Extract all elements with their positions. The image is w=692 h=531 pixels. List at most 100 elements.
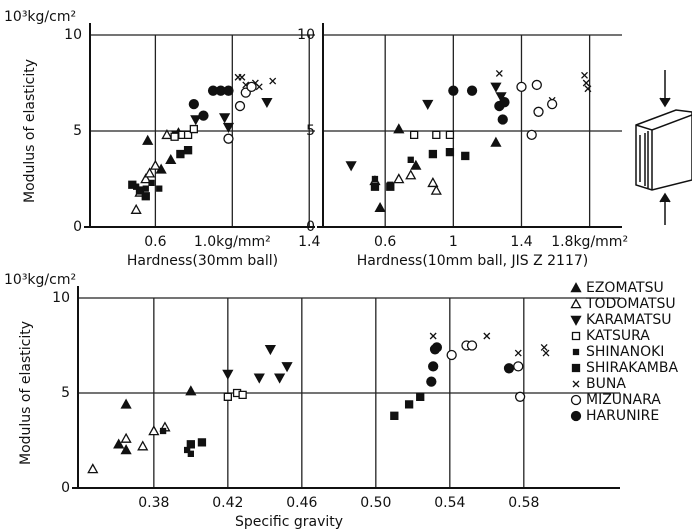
marker-x [581, 71, 588, 79]
marker-circle [499, 97, 510, 108]
marker-triangle-open [148, 425, 160, 436]
marker-square [428, 149, 438, 159]
marker-square-open [170, 132, 179, 141]
y-tick-label: 0 [73, 219, 82, 235]
legend-label: SHIRAKAMBA [586, 360, 678, 376]
marker-square-open [571, 331, 581, 341]
marker-triangle [570, 282, 582, 293]
marker-circle [570, 410, 582, 422]
marker-square [386, 182, 395, 191]
marker-circle-open [446, 349, 457, 361]
marker-square-open [238, 390, 247, 400]
legend-label: HARUNIRE [586, 408, 659, 424]
marker-triangle-open [120, 432, 132, 443]
marker-triangle [490, 136, 502, 147]
marker-circle-open [466, 340, 478, 351]
marker-square [141, 192, 150, 201]
x-axis-label: Hardness(10mm ball, JIS Z 2117) [357, 253, 588, 269]
marker-triangle-open [430, 184, 442, 195]
marker-triangle-down [190, 115, 202, 126]
marker-triangle [393, 123, 405, 134]
x-tick-label: 1.8kg/mm² [551, 234, 628, 250]
marker-x [514, 349, 522, 357]
legend-label: SHINANOKI [586, 344, 664, 360]
marker-circle [448, 85, 459, 96]
marker-square-small [371, 175, 379, 183]
marker-triangle [165, 153, 177, 165]
marker-x [584, 85, 592, 93]
marker-x [269, 77, 277, 85]
marker-square-small [187, 450, 194, 457]
marker-square [404, 400, 414, 409]
y-unit: 10³kg/cm² [4, 272, 76, 288]
y-tick-label: 0 [61, 480, 70, 496]
legend-label: KARAMATSU [586, 312, 672, 328]
marker-triangle-open [427, 177, 439, 188]
marker-triangle-down [570, 315, 582, 326]
marker-circle [428, 361, 439, 372]
marker-triangle-open [87, 463, 99, 474]
marker-circle [497, 114, 508, 125]
marker-circle-open [546, 98, 558, 110]
x-tick-label: 0.42 [212, 495, 243, 511]
wood-block-diagram [635, 70, 692, 225]
marker-circle-open [526, 129, 537, 140]
legend-label: MIZUNARA [586, 392, 661, 408]
marker-circle-open [223, 133, 234, 144]
marker-square [416, 392, 425, 401]
marker-square [197, 438, 207, 447]
x-tick-label: 1.4 [298, 234, 320, 250]
marker-circle-open [533, 106, 544, 117]
marker-square [176, 149, 185, 159]
marker-triangle-open [137, 440, 149, 451]
marker-square [390, 411, 399, 420]
y-axis-label: Modulus of elasticity [18, 321, 34, 465]
marker-circle-open [514, 391, 526, 402]
marker-x [582, 79, 590, 87]
marker-triangle-open [570, 298, 582, 309]
marker-square [461, 151, 470, 161]
marker-circle-open [246, 81, 257, 92]
marker-triangle-down [281, 362, 293, 373]
marker-triangle-open [144, 167, 156, 178]
legend-label: KATSURA [586, 328, 650, 344]
marker-circle [503, 363, 515, 374]
marker-square-open [445, 130, 455, 139]
x-tick-label: 0.50 [360, 495, 391, 511]
marker-x [572, 380, 580, 388]
marker-triangle-open [149, 159, 161, 170]
marker-circle-open [531, 79, 542, 91]
marker-circle [429, 344, 441, 355]
x-tick-label: 1 [449, 234, 458, 250]
marker-circle [426, 376, 437, 387]
marker-triangle-down [253, 373, 265, 384]
legend-label: BUNA [586, 376, 626, 392]
marker-square-small [407, 156, 414, 163]
marker-square-small [156, 185, 163, 192]
x-axis-label: Specific gravity [235, 514, 343, 530]
x-tick-label: 0.6 [144, 234, 166, 250]
marker-square [128, 180, 137, 189]
marker-x [495, 69, 503, 77]
marker-square [571, 363, 581, 373]
y-unit: 10³kg/cm² [4, 9, 76, 25]
marker-x [540, 343, 548, 351]
marker-circle [223, 85, 234, 96]
y-tick-label: 10 [297, 27, 315, 43]
marker-triangle [120, 398, 132, 409]
marker-triangle [374, 201, 386, 213]
x-tick-label: 0.6 [374, 234, 396, 250]
marker-x [483, 332, 491, 340]
legend-label: EZOMATSU [586, 280, 664, 296]
marker-triangle-down [222, 369, 234, 380]
legend-label: TODOMATSU [585, 296, 676, 312]
x-tick-label: 0.46 [286, 495, 317, 511]
marker-triangle-down [495, 92, 507, 103]
x-tick-label: 1.0kg/mm² [194, 234, 271, 250]
marker-circle [198, 110, 209, 121]
marker-x [542, 349, 550, 357]
marker-square-small [572, 348, 580, 356]
marker-square [370, 182, 380, 191]
marker-circle-open [516, 81, 527, 92]
